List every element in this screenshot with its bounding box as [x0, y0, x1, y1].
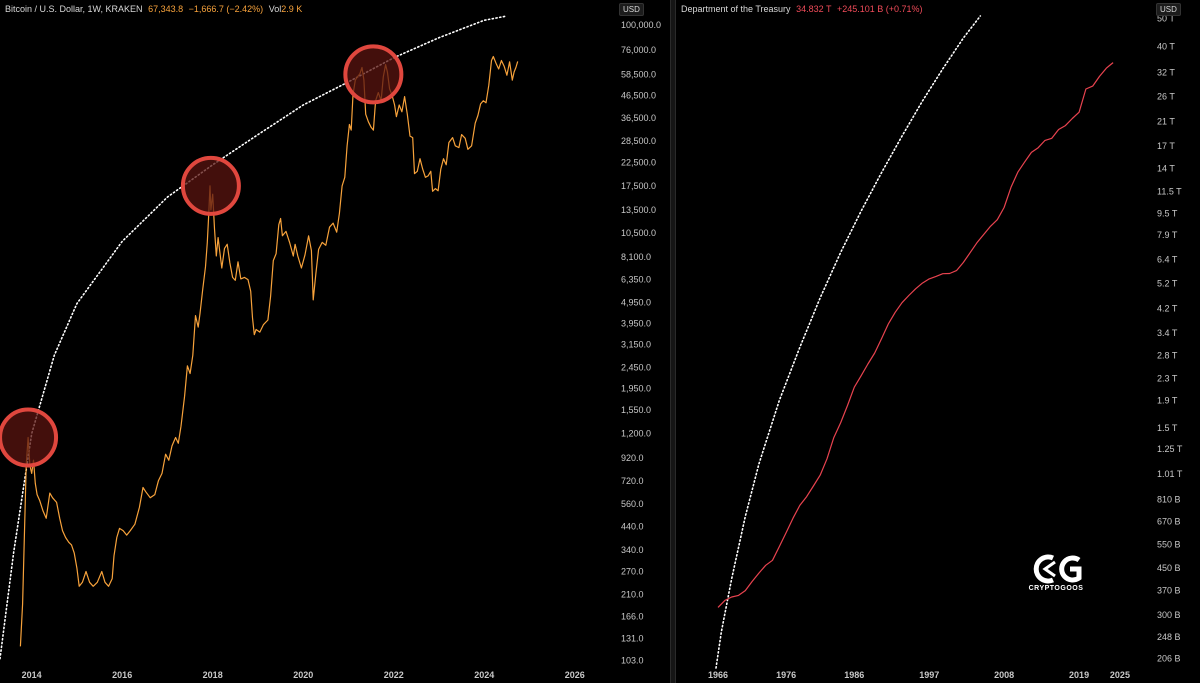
btc-y-tick-label: 4,950.0 [621, 298, 651, 308]
btc-y-tick-label: 100,000.0 [621, 20, 661, 30]
debt-y-tick-label: 450 B [1157, 563, 1181, 573]
debt-y-tick-label: 6.4 T [1157, 254, 1178, 264]
btc-peak-circle-2 [343, 44, 404, 105]
btc-y-tick-label: 46,500.0 [621, 91, 656, 101]
btc-series-line-0 [19, 55, 519, 647]
btc-y-tick-label: 36,500.0 [621, 113, 656, 123]
btc-y-tick-label: 270.0 [621, 566, 644, 576]
btc-y-tick-label: 10,500.0 [621, 228, 656, 238]
btc-price-value: 67,343.8 [148, 4, 184, 14]
btc-y-tick-label: 28,500.0 [621, 136, 656, 146]
btc-y-tick-label: 720.0 [621, 476, 644, 486]
debt-trend-curve [715, 15, 982, 669]
panel-divider-handle[interactable] [670, 0, 676, 683]
cryptogoos-logo-icon [1033, 554, 1082, 584]
btc-axis-unit: USD [619, 3, 644, 16]
debt-y-tick-label: 300 B [1157, 610, 1181, 620]
debt-change-value: +245.101 B (+0.71%) [836, 4, 923, 14]
btc-y-tick-label: 166.0 [621, 611, 644, 621]
btc-y-tick-label: 76,000.0 [621, 45, 656, 55]
btc-symbol-label: Bitcoin / U.S. Dollar, 1W, KRAKEN [5, 4, 143, 14]
btc-y-tick-label: 1,200.0 [621, 429, 651, 439]
cryptogoos-watermark: CRYPTOGOOS [1027, 552, 1085, 596]
debt-legend-header: Department of the Treasury 34.832 T +245… [681, 4, 923, 14]
debt-y-tick-label: 1.5 T [1157, 423, 1178, 433]
btc-x-tick-label: 2014 [22, 670, 42, 680]
btc-x-tick-label: 2018 [203, 670, 223, 680]
btc-y-tick-label: 920.0 [621, 453, 644, 463]
btc-y-tick-label: 17,500.0 [621, 181, 656, 191]
debt-chart-svg: 50 T 40 T 32 T 26 T 21 T 17 T 14 T 11.5 T 9.5 T 7… [708, 13, 1183, 680]
debt-symbol-label: Department of the Treasury [681, 4, 791, 14]
debt-x-tick-label: 2019 [1069, 670, 1089, 680]
btc-x-tick-label: 2022 [384, 670, 404, 680]
btc-y-tick-label: 210.0 [621, 590, 644, 600]
btc-y-tick-label: 1,550.0 [621, 405, 651, 415]
debt-y-tick-label: 1.25 T [1157, 444, 1183, 454]
debt-y-tick-label: 3.4 T [1157, 328, 1178, 338]
debt-y-tick-label: 40 T [1157, 41, 1175, 51]
debt-y-tick-label: 1.9 T [1157, 395, 1178, 405]
debt-y-tick-label: 21 T [1157, 116, 1175, 126]
debt-y-tick-label: 5.2 T [1157, 279, 1178, 289]
btc-y-tick-label: 103.0 [621, 656, 644, 666]
debt-y-tick-label: 2.8 T [1157, 350, 1178, 360]
debt-y-tick-label: 14 T [1157, 163, 1175, 173]
btc-y-tick-label: 58,500.0 [621, 69, 656, 79]
debt-y-tick-label: 550 B [1157, 540, 1181, 550]
btc-y-tick-label: 8,100.0 [621, 252, 651, 262]
btc-y-tick-label: 13,500.0 [621, 205, 656, 215]
debt-x-tick-label: 2008 [994, 670, 1014, 680]
debt-y-tick-label: 26 T [1157, 92, 1175, 102]
btc-chart-svg: 100,000.0 76,000.0 58,500.0 46,500.0 36,500.… [0, 15, 661, 680]
btc-change-value: −1,666.7 (−2.42%) [188, 4, 264, 14]
debt-y-tick-label: 4.2 T [1157, 303, 1178, 313]
debt-x-tick-label: 1997 [919, 670, 939, 680]
btc-x-tick-label: 2024 [474, 670, 494, 680]
debt-x-tick-label: 2025 [1110, 670, 1130, 680]
btc-y-tick-label: 2,450.0 [621, 363, 651, 373]
btc-y-tick-label: 3,950.0 [621, 318, 651, 328]
debt-value: 34.832 T [796, 4, 832, 14]
debt-y-tick-label: 9.5 T [1157, 209, 1178, 219]
btc-x-tick-label: 2016 [112, 670, 132, 680]
debt-chart-panel[interactable]: 50 T 40 T 32 T 26 T 21 T 17 T 14 T 11.5 T 9.5 T 7… [676, 0, 1200, 683]
debt-y-tick-label: 206 B [1157, 654, 1181, 664]
debt-y-tick-label: 370 B [1157, 586, 1181, 596]
btc-y-tick-label: 560.0 [621, 499, 644, 509]
debt-y-tick-label: 17 T [1157, 141, 1175, 151]
btc-peak-circle-1 [180, 155, 241, 216]
watermark-text: CRYPTOGOOS [1028, 585, 1084, 592]
btc-y-tick-label: 440.0 [621, 521, 644, 531]
btc-y-tick-label: 340.0 [621, 545, 644, 555]
debt-x-tick-label: 1966 [708, 670, 728, 680]
debt-x-tick-label: 1986 [844, 670, 864, 680]
debt-y-tick-label: 2.3 T [1157, 373, 1178, 383]
btc-trend-curve [0, 15, 508, 660]
btc-y-tick-label: 3,150.0 [621, 339, 651, 349]
btc-y-tick-label: 1,950.0 [621, 384, 651, 394]
debt-series-line-0 [717, 62, 1114, 608]
btc-y-tick-label: 131.0 [621, 633, 644, 643]
btc-legend-header: Bitcoin / U.S. Dollar, 1W, KRAKEN 67,343… [5, 4, 302, 14]
btc-x-tick-label: 2020 [293, 670, 313, 680]
debt-y-tick-label: 7.9 T [1157, 230, 1178, 240]
debt-y-tick-label: 1.01 T [1157, 469, 1183, 479]
btc-chart-panel[interactable]: 100,000.0 76,000.0 58,500.0 46,500.0 36,500.… [0, 0, 670, 683]
debt-y-tick-label: 670 B [1157, 517, 1181, 527]
debt-y-tick-label: 11.5 T [1157, 186, 1182, 196]
debt-y-tick-label: 32 T [1157, 67, 1175, 77]
btc-volume-value: 2.9 K [281, 4, 303, 14]
btc-peak-circle-0 [0, 407, 59, 468]
debt-y-tick-label: 248 B [1157, 632, 1181, 642]
debt-axis-unit: USD [1156, 3, 1181, 16]
btc-y-tick-label: 22,500.0 [621, 158, 656, 168]
debt-y-tick-label: 50 T [1157, 13, 1175, 23]
debt-y-tick-label: 810 B [1157, 495, 1181, 505]
btc-x-tick-label: 2026 [565, 670, 585, 680]
debt-x-tick-label: 1976 [776, 670, 796, 680]
btc-volume-label: Vol [268, 4, 282, 14]
btc-y-tick-label: 6,350.0 [621, 275, 651, 285]
